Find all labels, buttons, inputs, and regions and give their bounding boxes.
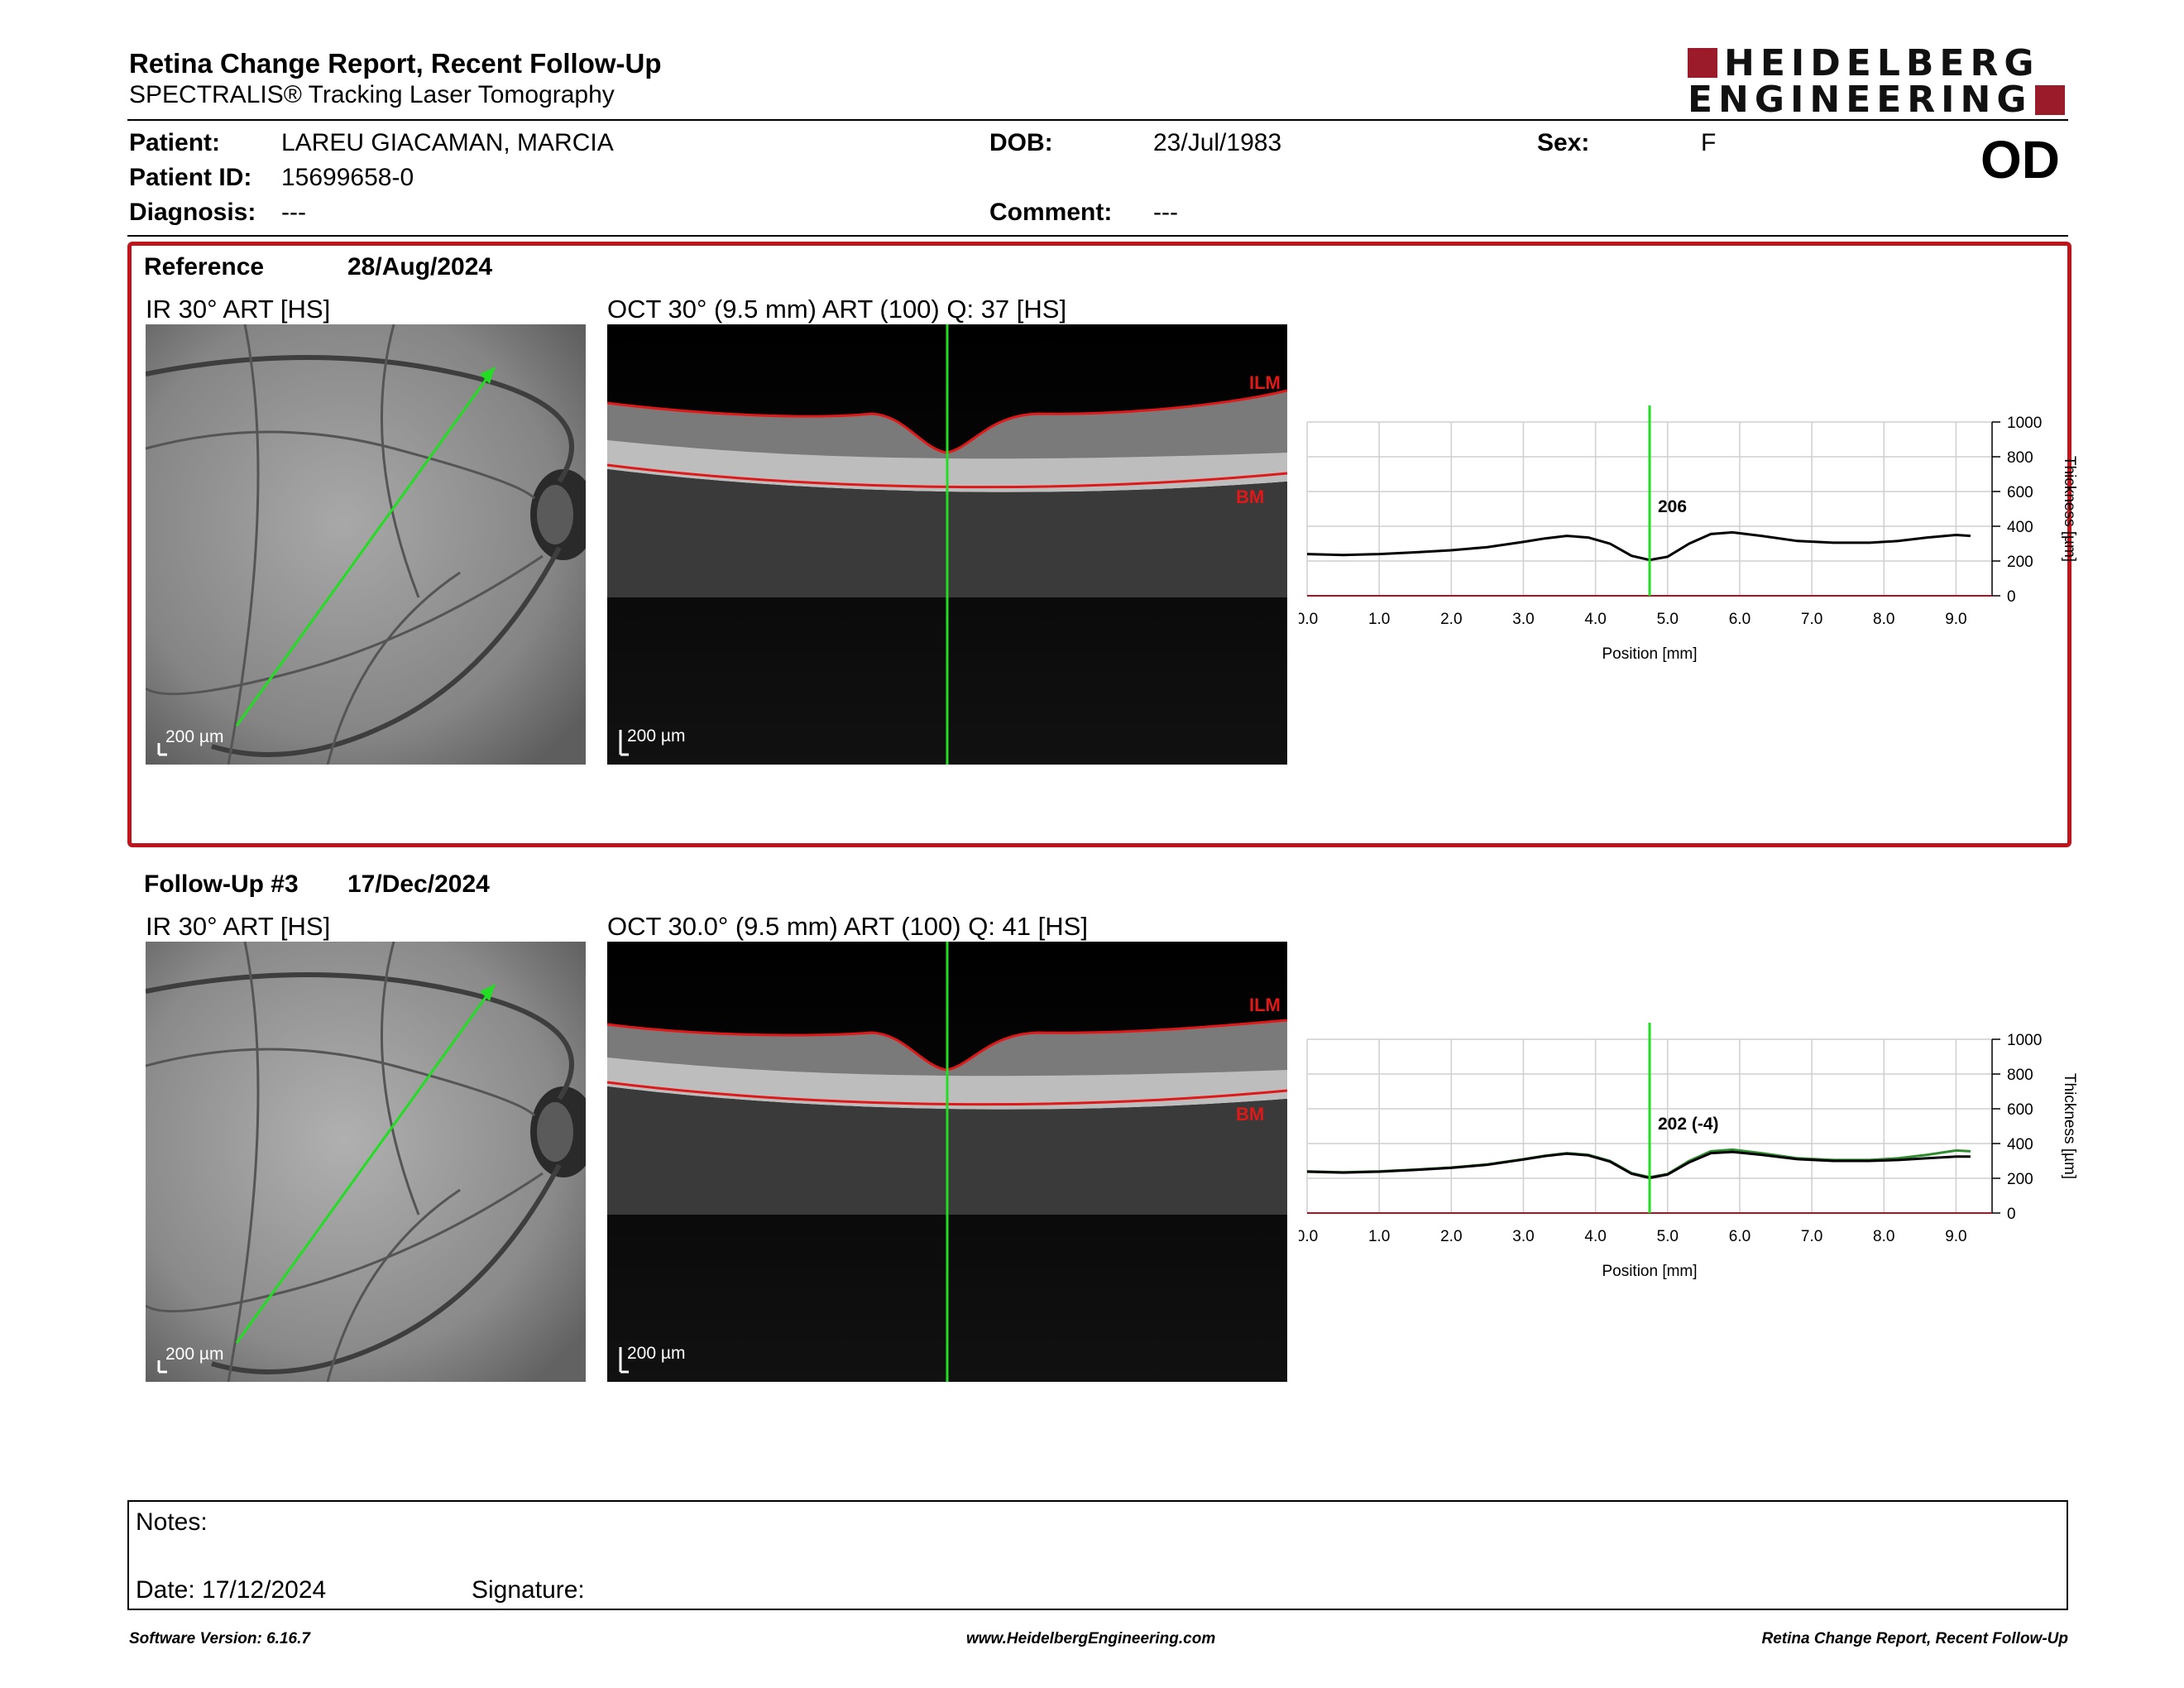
y-tick-label: 200 [2007, 554, 2033, 571]
y-tick-label: 200 [2007, 1171, 2033, 1188]
x-tick-label: 0.0 [1299, 611, 1318, 628]
x-tick-label: 3.0 [1512, 611, 1534, 628]
x-tick-label: 7.0 [1801, 611, 1822, 628]
footer-website-link[interactable]: www.HeidelbergEngineering.com [966, 1630, 1216, 1647]
comment-label: Comment: [989, 199, 1113, 226]
patient-label: Patient: [129, 129, 221, 156]
x-tick-label: 3.0 [1512, 1228, 1534, 1245]
reference-oct-title: OCT 30° (9.5 mm) ART (100) Q: 37 [HS] [607, 295, 1067, 324]
reference-ir-title: IR 30° ART [HS] [146, 295, 331, 324]
thickness-series-line [1306, 1148, 1971, 1179]
reference-thickness-chart: 0 200 400 600 800 1000 0.0 1.0 2.0 3.0 4.0 5.0 6.0 7.… [1299, 405, 2078, 663]
dob-label: DOB: [989, 129, 1053, 156]
x-tick-label: 8.0 [1873, 611, 1894, 628]
footer-software-version: Software Version: 6.16.7 [129, 1630, 310, 1647]
notes-box: Notes: Date: 17/12/2024 Signature: [127, 1500, 2068, 1610]
position-marker-label: 206 [1658, 497, 1687, 516]
followup-ilm-label: ILM [1249, 995, 1281, 1015]
x-axis-label: Position [mm] [1602, 645, 1697, 663]
followup-bm-label: BM [1236, 1104, 1265, 1125]
x-axis-label: Position [mm] [1602, 1263, 1697, 1280]
notes-label: Notes: [136, 1508, 208, 1536]
reference-bm-label: BM [1236, 487, 1265, 507]
eye-indicator: OD [1980, 130, 2060, 189]
diagnosis-value: --- [281, 199, 306, 226]
x-tick-label: 7.0 [1801, 1228, 1822, 1245]
y-tick-label: 0 [2007, 1206, 2016, 1223]
x-tick-label: 9.0 [1945, 1228, 1966, 1245]
y-tick-label: 400 [2007, 519, 2033, 536]
reference-oct-scale-label: 200 µm [627, 727, 686, 746]
report-title: Retina Change Report, Recent Follow-Up [129, 48, 662, 79]
x-tick-label: 0.0 [1299, 1228, 1318, 1245]
reference-ir-scale-label: 200 µm [165, 727, 224, 746]
signature-label: Signature: [472, 1576, 585, 1604]
reference-title: Reference [144, 253, 265, 281]
y-tick-label: 800 [2007, 449, 2033, 467]
y-axis-label: Thickness [µm] [2061, 456, 2078, 562]
x-tick-label: 4.0 [1584, 1228, 1606, 1245]
followup-oct-title: OCT 30.0° (9.5 mm) ART (100) Q: 41 [HS] [607, 912, 1088, 941]
y-tick-label: 600 [2007, 484, 2033, 501]
x-tick-label: 1.0 [1368, 1228, 1390, 1245]
y-tick-label: 0 [2007, 588, 2016, 606]
patient-id: 15699658-0 [281, 164, 414, 191]
y-tick-label: 800 [2007, 1067, 2033, 1084]
followup-oct-bscan-image: 200 µm ILM BM [607, 942, 1287, 1382]
followup-ir-title: IR 30° ART [HS] [146, 912, 331, 941]
y-tick-label: 400 [2007, 1136, 2033, 1153]
notes-date: Date: 17/12/2024 [136, 1576, 327, 1604]
reference-ir-fundus-image: 200 µm [146, 324, 586, 765]
x-tick-label: 1.0 [1368, 611, 1390, 628]
y-tick-label: 1000 [2007, 415, 2042, 432]
followup-ir-scale-label: 200 µm [165, 1345, 224, 1364]
x-tick-label: 6.0 [1729, 611, 1751, 628]
x-tick-label: 9.0 [1945, 611, 1966, 628]
thickness-series-line [1306, 530, 1971, 562]
logo-line1: HEIDELBERG [1724, 42, 2040, 84]
x-tick-label: 5.0 [1657, 1228, 1679, 1245]
footer-report-name: Retina Change Report, Recent Follow-Up [1761, 1630, 2068, 1647]
sex-label: Sex: [1537, 129, 1590, 156]
y-tick-label: 1000 [2007, 1032, 2042, 1049]
x-tick-label: 6.0 [1729, 1228, 1751, 1245]
y-axis-label: Thickness [µm] [2061, 1073, 2078, 1179]
logo-line2: ENGINEERING [1688, 79, 2033, 121]
dob-value: 23/Jul/1983 [1153, 129, 1282, 156]
comment-value: --- [1153, 199, 1178, 226]
x-tick-label: 2.0 [1440, 611, 1462, 628]
followup-thickness-chart: 0 200 400 600 800 1000 0.0 1.0 2.0 3.0 4.0 5.0 6.0 7.… [1299, 1023, 2078, 1280]
patient-id-label: Patient ID: [129, 164, 252, 191]
reference-ilm-label: ILM [1249, 372, 1281, 393]
y-tick-label: 600 [2007, 1101, 2033, 1119]
reference-oct-bscan-image: 200 µm ILM BM [607, 324, 1287, 765]
reference-date: 28/Aug/2024 [347, 253, 493, 281]
x-tick-label: 5.0 [1657, 611, 1679, 628]
position-marker-label: 202 (-4) [1658, 1115, 1719, 1134]
followup-oct-scale-label: 200 µm [627, 1344, 686, 1363]
patient-name: LAREU GIACAMAN, MARCIA [281, 129, 614, 156]
followup-ir-fundus-image: 200 µm [146, 942, 586, 1382]
reference-frame [127, 242, 2071, 847]
report-subtitle: SPECTRALIS® Tracking Laser Tomography [129, 81, 615, 108]
diagnosis-label: Diagnosis: [129, 199, 256, 226]
followup-title: Follow-Up #3 [144, 870, 299, 898]
sex-value: F [1701, 129, 1717, 156]
x-tick-label: 2.0 [1440, 1228, 1462, 1245]
x-tick-label: 8.0 [1873, 1228, 1894, 1245]
followup-date: 17/Dec/2024 [347, 870, 490, 898]
x-tick-label: 4.0 [1584, 611, 1606, 628]
